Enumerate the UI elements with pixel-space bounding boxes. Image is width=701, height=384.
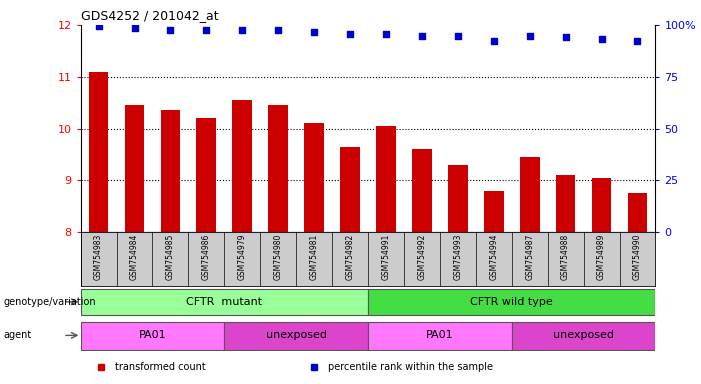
- Point: [524, 33, 536, 40]
- Bar: [196, 118, 216, 232]
- Bar: [81, 290, 368, 315]
- Point: [381, 31, 392, 37]
- Text: GSM754991: GSM754991: [381, 234, 390, 280]
- Text: GSM754982: GSM754982: [346, 234, 355, 280]
- Text: GSM754988: GSM754988: [561, 234, 570, 280]
- Point: [308, 29, 320, 35]
- Point: [200, 27, 212, 33]
- Text: genotype/variation: genotype/variation: [4, 297, 96, 307]
- Bar: [592, 178, 611, 232]
- Text: percentile rank within the sample: percentile rank within the sample: [328, 362, 493, 372]
- Point: [596, 36, 607, 43]
- Text: CFTR wild type: CFTR wild type: [470, 297, 553, 307]
- Text: GSM754986: GSM754986: [202, 234, 211, 280]
- Text: unexposed: unexposed: [266, 330, 327, 340]
- Text: GDS4252 / 201042_at: GDS4252 / 201042_at: [81, 9, 218, 22]
- Bar: [448, 165, 468, 232]
- Text: GSM754994: GSM754994: [489, 234, 498, 280]
- Text: GSM754981: GSM754981: [310, 234, 319, 280]
- Bar: [368, 290, 655, 315]
- Bar: [376, 126, 396, 232]
- Text: unexposed: unexposed: [553, 330, 614, 340]
- Bar: [368, 322, 512, 350]
- Text: transformed count: transformed count: [115, 362, 205, 372]
- Bar: [224, 322, 368, 350]
- Bar: [125, 105, 144, 232]
- Bar: [556, 175, 576, 232]
- Bar: [520, 157, 540, 232]
- Text: GSM754979: GSM754979: [238, 234, 247, 280]
- Bar: [512, 322, 655, 350]
- Point: [416, 33, 428, 40]
- Text: PA01: PA01: [139, 330, 166, 340]
- Text: GSM754989: GSM754989: [597, 234, 606, 280]
- Point: [344, 31, 355, 37]
- Bar: [161, 111, 180, 232]
- Point: [237, 27, 248, 33]
- Bar: [268, 105, 288, 232]
- Point: [452, 33, 463, 40]
- Text: GSM754990: GSM754990: [633, 234, 642, 280]
- Text: CFTR  mutant: CFTR mutant: [186, 297, 262, 307]
- Point: [129, 25, 140, 31]
- Bar: [484, 191, 503, 232]
- Text: GSM754987: GSM754987: [525, 234, 534, 280]
- Text: GSM754992: GSM754992: [417, 234, 426, 280]
- Text: GSM754983: GSM754983: [94, 234, 103, 280]
- Text: GSM754993: GSM754993: [454, 234, 463, 280]
- Point: [273, 27, 284, 33]
- Point: [560, 34, 571, 40]
- Point: [93, 23, 104, 29]
- Text: GSM754980: GSM754980: [273, 234, 283, 280]
- Bar: [340, 147, 360, 232]
- Text: agent: agent: [4, 330, 32, 340]
- Bar: [81, 322, 224, 350]
- Text: GSM754985: GSM754985: [166, 234, 175, 280]
- Point: [488, 37, 499, 43]
- Point: [165, 27, 176, 33]
- Bar: [412, 149, 432, 232]
- Point: [632, 37, 643, 43]
- Text: GSM754984: GSM754984: [130, 234, 139, 280]
- Text: PA01: PA01: [426, 330, 454, 340]
- Bar: [89, 71, 109, 232]
- Bar: [233, 100, 252, 232]
- Bar: [304, 124, 324, 232]
- Bar: [627, 194, 647, 232]
